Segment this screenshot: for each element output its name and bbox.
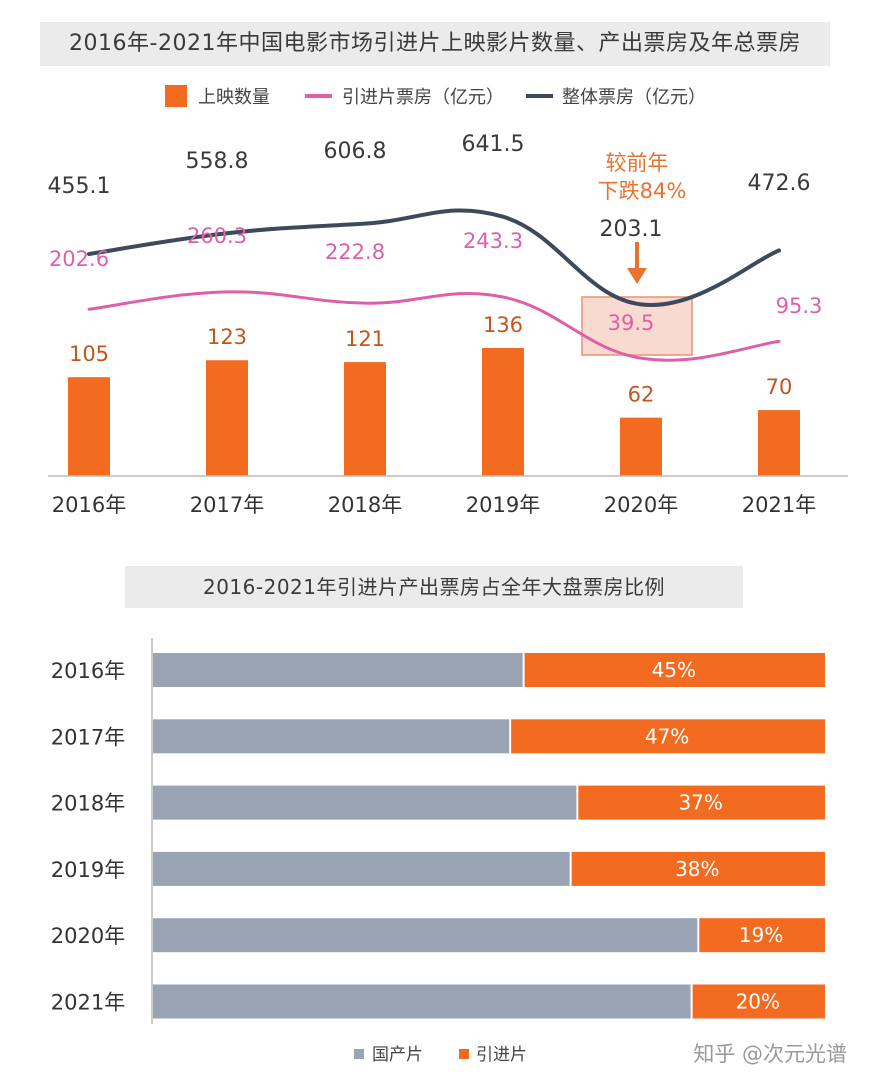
pink-label-1: 260.3 xyxy=(187,224,247,248)
pink-label-4: 39.5 xyxy=(608,311,655,335)
chart1-x-tick-5: 2021年 xyxy=(742,493,816,517)
chart2-y-tick-4: 2020年 xyxy=(51,924,125,948)
bar-import-0 xyxy=(524,653,825,687)
legend-label-domestic: 国产片 xyxy=(372,1045,423,1065)
navy-label-2: 606.8 xyxy=(324,139,387,164)
bar-domestic-0 xyxy=(153,653,523,687)
annotation-arrow-head xyxy=(627,268,647,284)
import-label-2: 37% xyxy=(678,791,722,815)
pink-label-2: 222.8 xyxy=(325,240,385,264)
bar-domestic-1 xyxy=(153,719,510,754)
bar-label-3: 136 xyxy=(483,313,523,337)
import-label-5: 20% xyxy=(736,990,780,1014)
chart1-x-tick-4: 2020年 xyxy=(604,493,678,517)
chart1-svg: 上映数量 引进片票房（亿元） 整体票房（亿元） 105 123 121 136 62 70 201… xyxy=(48,85,848,517)
pink-label-3: 243.3 xyxy=(463,229,523,253)
pink-label-0: 202.6 xyxy=(49,247,109,271)
legend-swatch-import xyxy=(459,1049,469,1059)
bar-5 xyxy=(758,410,800,476)
bar-import-4 xyxy=(699,918,825,953)
chart1-legend: 上映数量 引进片票房（亿元） 整体票房（亿元） xyxy=(165,85,706,108)
annotation-line2: 下跌84% xyxy=(598,179,687,203)
chart1-x-tick-1: 2017年 xyxy=(190,493,264,517)
pink-label-5: 95.3 xyxy=(776,294,823,318)
chart2-y-tick-2: 2018年 xyxy=(51,792,125,816)
navy-label-0: 455.1 xyxy=(48,174,111,199)
chart2-y-tick-1: 2017年 xyxy=(51,725,125,749)
legend-label-navy: 整体票房（亿元） xyxy=(562,87,706,108)
line-pink xyxy=(87,290,781,362)
bar-label-2: 121 xyxy=(345,327,385,351)
chart1-x-tick-2: 2018年 xyxy=(328,493,402,517)
watermark: 知乎 @次元光谱 xyxy=(693,1042,847,1066)
import-label-3: 38% xyxy=(675,857,719,881)
chart2-y-tick-0: 2016年 xyxy=(51,659,125,683)
legend-swatch-domestic xyxy=(354,1049,364,1059)
chart2-title: 2016-2021年引进片产出票房占全年大盘票房比例 xyxy=(125,566,743,608)
bar-1 xyxy=(206,360,248,476)
chart2-legend: 国产片 引进片 xyxy=(354,1045,527,1065)
legend-label-import: 引进片 xyxy=(476,1045,527,1065)
navy-label-1: 558.8 xyxy=(186,149,249,174)
navy-label-5: 472.6 xyxy=(748,171,811,196)
bar-import-2 xyxy=(578,785,825,820)
navy-label-4: 203.1 xyxy=(600,217,663,242)
bar-domestic-3 xyxy=(153,851,570,886)
chart1-title: 2016年-2021年中国电影市场引进片上映影片数量、产出票房及年总票房 xyxy=(40,22,830,66)
bar-3 xyxy=(482,348,524,476)
bar-label-5: 70 xyxy=(766,375,793,399)
chart2-y-tick-5: 2021年 xyxy=(51,991,125,1015)
annotation-line1: 较前年 xyxy=(606,151,669,175)
import-label-0: 45% xyxy=(652,658,696,682)
bar-domestic-5 xyxy=(153,984,691,1019)
bar-label-4: 62 xyxy=(628,383,655,407)
bar-import-1 xyxy=(511,719,825,754)
chart2-y-tick-3: 2019年 xyxy=(51,858,125,882)
navy-label-3: 641.5 xyxy=(462,132,525,157)
import-label-4: 19% xyxy=(739,923,783,947)
line-navy xyxy=(87,208,781,307)
bar-domestic-4 xyxy=(153,918,698,953)
bar-domestic-2 xyxy=(153,785,577,820)
bar-import-5 xyxy=(692,984,825,1019)
import-label-1: 47% xyxy=(645,724,689,748)
legend-label-pink: 引进片票房（亿元） xyxy=(342,87,504,108)
bar-label-1: 123 xyxy=(207,325,247,349)
legend-swatch-bar xyxy=(165,85,187,107)
bar-label-0: 105 xyxy=(69,342,109,366)
legend-label-bar: 上映数量 xyxy=(198,87,270,108)
bar-2 xyxy=(344,362,386,476)
bar-0 xyxy=(68,377,110,476)
bar-import-3 xyxy=(571,851,825,886)
chart1-x-tick-3: 2019年 xyxy=(466,493,540,517)
chart1-x-tick-0: 2016年 xyxy=(52,493,126,517)
bar-4 xyxy=(620,417,662,476)
